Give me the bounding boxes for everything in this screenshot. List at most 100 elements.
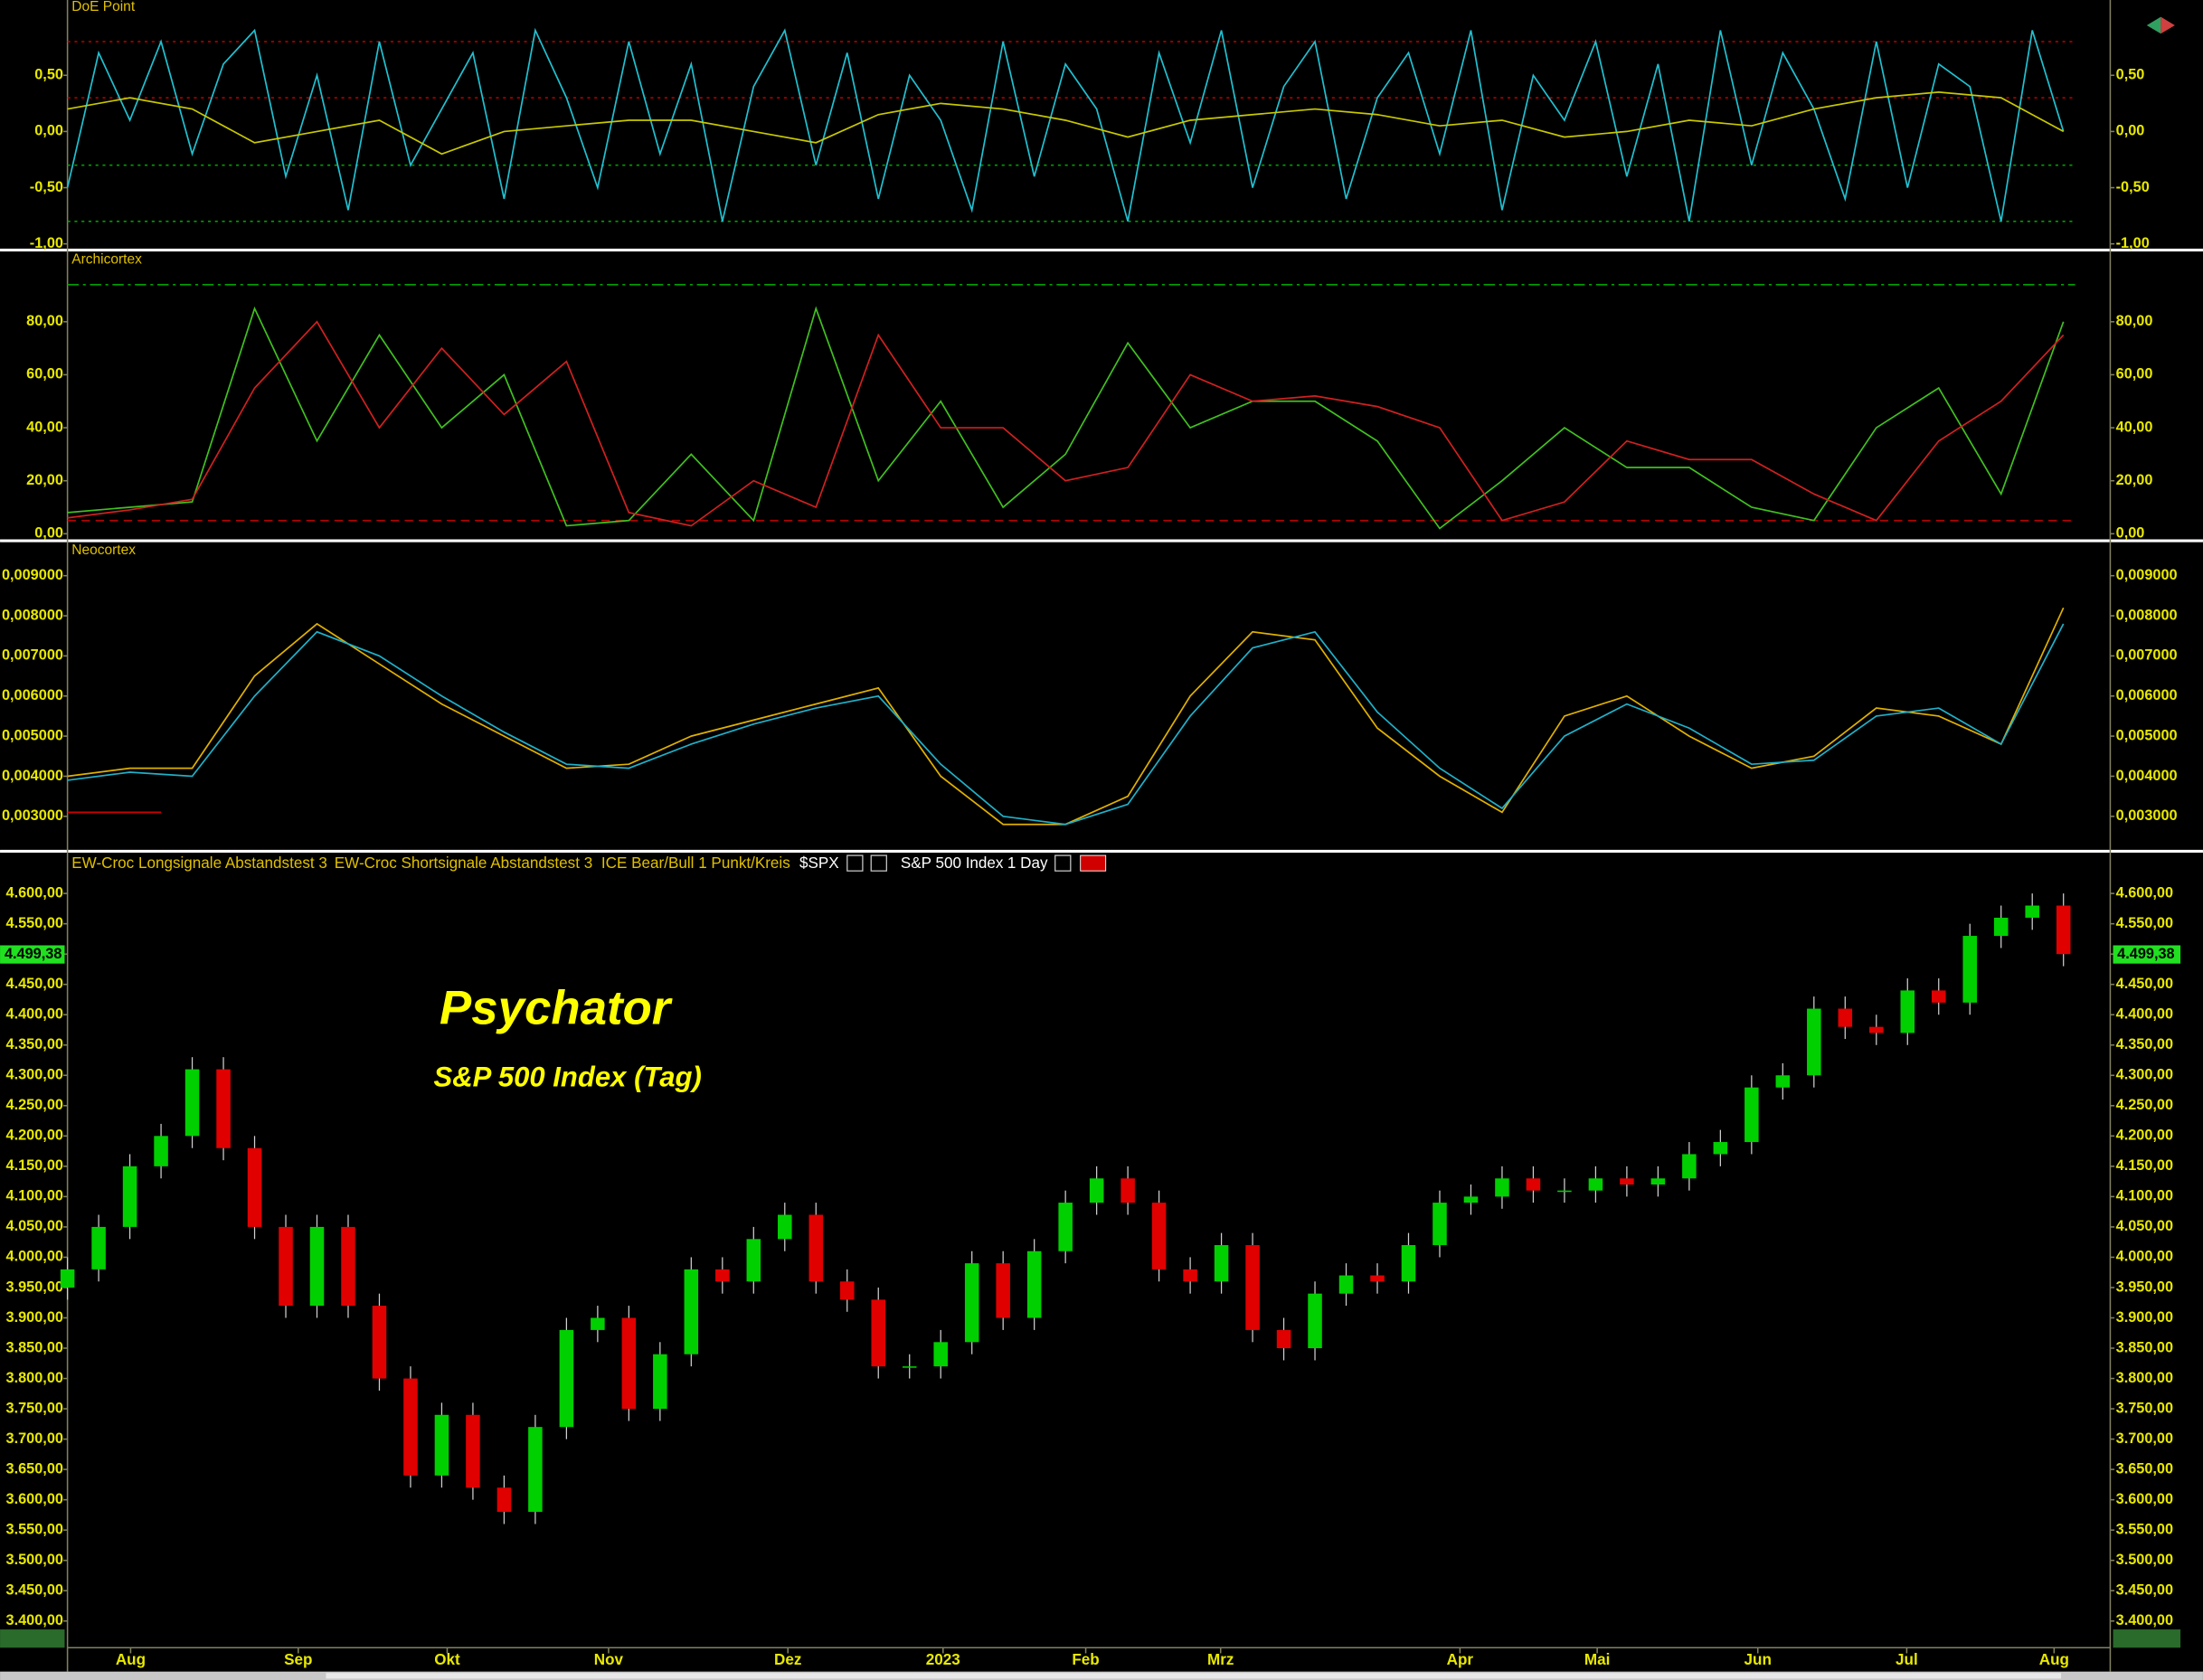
candle-body (1931, 990, 1946, 1003)
y-tick-label: 3.850,00 (2116, 1339, 2173, 1355)
legend-item[interactable]: EW-Croc Longsignale Abstandstest 3 (71, 854, 327, 872)
y-tick-label: 40,00 (26, 419, 63, 435)
candle-body (933, 1342, 948, 1367)
series-line (67, 623, 2065, 826)
candle-body (122, 1166, 137, 1227)
candle-body (1557, 1190, 1572, 1193)
candle-body (1526, 1178, 1541, 1191)
y-tick-label: 0,003000 (2, 807, 63, 824)
candle-body (559, 1329, 574, 1428)
nav-icon[interactable] (2160, 16, 2175, 34)
legend-item[interactable]: S&P 500 Index (901, 854, 1004, 872)
candle-body (1089, 1178, 1104, 1203)
dropdown-button[interactable] (846, 854, 864, 872)
last-price-box (2113, 945, 2181, 964)
legend-item[interactable]: EW-Croc Shortsignale Abstandstest 3 (335, 854, 592, 872)
y-tick-label: 0,50 (2116, 67, 2145, 83)
y-tick-label: 0,004000 (2116, 768, 2178, 784)
y-tick-label: 3.800,00 (2116, 1370, 2173, 1386)
y-tick-label: 0,50 (34, 67, 63, 83)
y-tick-label: 4.600,00 (2116, 884, 2173, 901)
candle-body (496, 1487, 512, 1513)
y-tick-label: 4.450,00 (6, 976, 63, 992)
y-tick-label: 3.550,00 (2116, 1521, 2173, 1537)
candle-body (1183, 1269, 1197, 1282)
y-tick-label: 3.500,00 (2116, 1552, 2173, 1568)
dropdown-button[interactable] (1054, 854, 1072, 872)
y-tick-label: 0,008000 (2, 607, 63, 623)
y-tick-label: 4.200,00 (2116, 1128, 2173, 1144)
candle-body (871, 1299, 885, 1367)
y-tick-label: 3.700,00 (2116, 1430, 2173, 1447)
candle-body (1338, 1275, 1354, 1294)
candle-body (684, 1269, 699, 1354)
y-tick-label: 0,009000 (2, 567, 63, 583)
panel-title: Neocortex (71, 543, 136, 558)
panel-title: Archicortex (71, 252, 142, 268)
candle-body (372, 1306, 387, 1379)
candle-body (1588, 1178, 1603, 1191)
candle-body (528, 1427, 543, 1513)
y-tick-label: 0,005000 (2, 727, 63, 743)
candle-body (1962, 936, 1977, 1003)
y-tick-label: 3.900,00 (2116, 1309, 2173, 1326)
y-tick-label: 3.600,00 (6, 1491, 63, 1507)
candle-body (247, 1147, 262, 1227)
series-line (67, 320, 2065, 527)
y-tick-label: 0,005000 (2116, 727, 2178, 743)
series-line (67, 91, 2065, 156)
y-tick-label: 3.900,00 (6, 1309, 63, 1326)
candle-body (839, 1281, 855, 1300)
candle-body (1214, 1245, 1229, 1282)
y-tick-label: 60,00 (2116, 366, 2153, 382)
close-button[interactable] (1080, 854, 1107, 872)
x-tick-label: Feb (1072, 1651, 1099, 1668)
candle-body (1869, 1026, 1884, 1033)
x-tick-label: Mai (1584, 1651, 1610, 1668)
y-tick-label: -0,50 (30, 179, 63, 195)
y-tick-label: 4.550,00 (2116, 915, 2173, 931)
y-tick-label: 3.750,00 (2116, 1400, 2173, 1416)
scrollbar-thumb[interactable] (326, 1673, 2062, 1679)
y-tick-label: 4.350,00 (2116, 1036, 2173, 1052)
x-tick-label: Nov (594, 1651, 624, 1668)
y-tick-label: 4.300,00 (6, 1067, 63, 1083)
candle-body (902, 1366, 917, 1368)
y-tick-label: 3.650,00 (6, 1460, 63, 1477)
last-price-label: 4.499,38 (5, 946, 61, 962)
candle-body (1993, 917, 2009, 937)
legend-item[interactable]: ICE Bear/Bull 1 Punkt/Kreis (601, 854, 790, 872)
candle-body (403, 1378, 418, 1476)
y-tick-label: 0,006000 (2, 687, 63, 703)
x-tick-label: Apr (1447, 1651, 1474, 1668)
x-tick-label: Mrz (1207, 1651, 1234, 1668)
y-tick-label: 4.100,00 (6, 1188, 63, 1204)
y-tick-label: 4.400,00 (2116, 1006, 2173, 1023)
y-tick-label: 4.400,00 (6, 1006, 63, 1023)
y-tick-label: 80,00 (26, 313, 63, 329)
candle-body (715, 1269, 730, 1282)
y-tick-label: 0,004000 (2, 768, 63, 784)
candle-body (996, 1263, 1010, 1318)
y-tick-label: 4.600,00 (6, 884, 63, 901)
y-tick-label: 4.100,00 (2116, 1188, 2173, 1204)
y-tick-label: 3.400,00 (2116, 1612, 2173, 1628)
candle-body (309, 1226, 325, 1307)
candle-body (1838, 1008, 1853, 1027)
y-tick-label: 3.450,00 (6, 1582, 63, 1599)
y-tick-label: 3.500,00 (6, 1552, 63, 1568)
candle-body (1807, 1008, 1821, 1076)
y-tick-label: -1,00 (30, 235, 63, 251)
last-price-label: 4.499,38 (2117, 946, 2174, 962)
legend-item[interactable]: 1 Day (1007, 854, 1048, 872)
candle-body (1744, 1087, 1759, 1143)
x-tick-label: Sep (284, 1651, 312, 1668)
nav-icon[interactable] (2146, 16, 2161, 34)
y-tick-label: 3.750,00 (6, 1400, 63, 1416)
legend-item[interactable]: $SPX (799, 854, 839, 872)
y-tick-label: 3.600,00 (2116, 1491, 2173, 1507)
dropdown-button[interactable] (870, 854, 887, 872)
candle-body (1900, 990, 1915, 1033)
candle-body (1463, 1196, 1479, 1203)
